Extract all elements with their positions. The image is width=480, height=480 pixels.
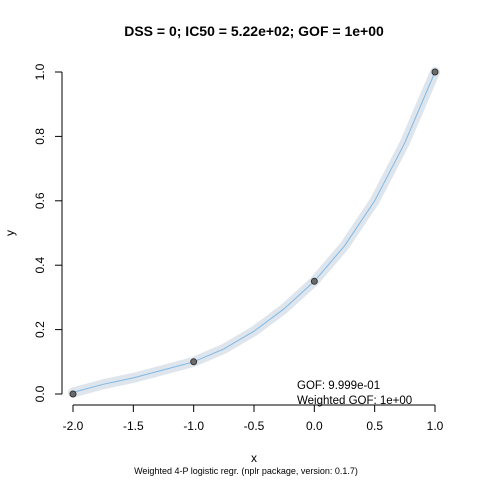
gof-annotation: GOF: 9.999e-01: [297, 380, 380, 392]
x-tick-label: -0.5: [244, 419, 265, 433]
x-axis-ticks: -2.0 -1.5 -1.0 -0.5 0.0 0.5 1.0: [63, 405, 444, 433]
x-tick-label: -1.5: [123, 419, 144, 433]
x-tick-label: -2.0: [63, 419, 84, 433]
confidence-band-path: [68, 67, 440, 398]
data-point: [190, 358, 198, 366]
x-tick-label: 0.5: [366, 419, 383, 433]
chart-title: DSS = 0; IC50 = 5.22e+02; GOF = 1e+00: [124, 23, 384, 39]
y-tick-label: 0.2: [33, 321, 47, 338]
data-point: [310, 277, 318, 285]
chart-caption: Weighted 4-P logistic regr. (nplr packag…: [134, 466, 358, 476]
confidence-band: [68, 67, 440, 398]
fit-curve: [72, 71, 436, 393]
y-axis-ticks: 0.0 0.2 0.4 0.6 0.8 1.0: [33, 63, 62, 402]
y-axis-label: y: [3, 230, 17, 236]
data-point: [69, 390, 77, 398]
data-point: [431, 68, 439, 76]
x-axis-label: x: [251, 451, 257, 465]
y-tick-label: 0.0: [33, 385, 47, 402]
data-points: [69, 68, 439, 398]
y-tick-label: 1.0: [33, 63, 47, 80]
x-tick-label: -1.0: [183, 419, 204, 433]
x-tick-label: 1.0: [427, 419, 444, 433]
weighted-gof-annotation: Weighted GOF: 1e+00: [297, 395, 412, 407]
y-tick-label: 0.6: [33, 192, 47, 209]
fit-curve-path: [72, 71, 436, 393]
y-tick-label: 0.4: [33, 257, 47, 274]
x-tick-label: 0.0: [306, 419, 323, 433]
y-tick-label: 0.8: [33, 128, 47, 145]
